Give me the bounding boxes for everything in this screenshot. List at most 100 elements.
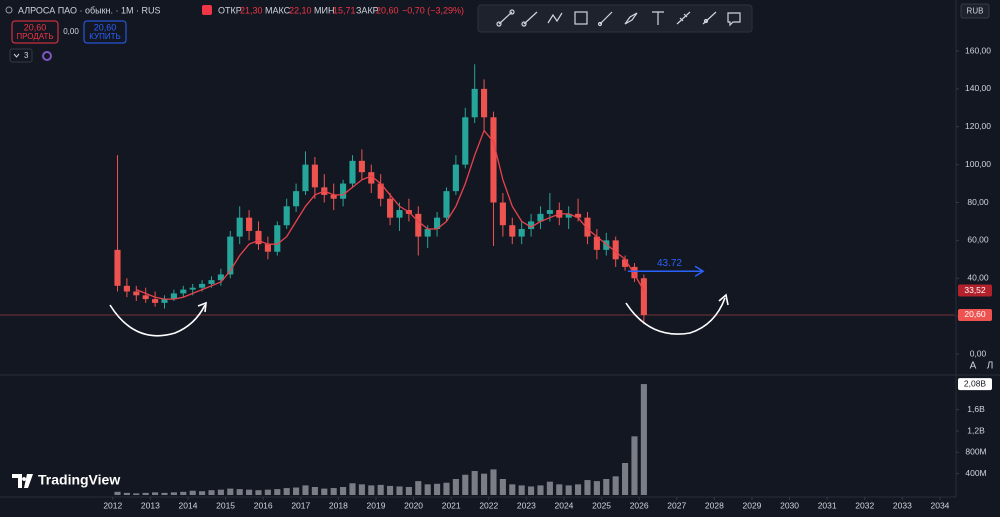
ohlc-value: 21,30 <box>240 5 263 15</box>
tool-trendline[interactable] <box>496 9 515 27</box>
ohlc-label: МАКС <box>265 5 291 15</box>
moving-average <box>136 129 645 300</box>
hand-drawn-arcs <box>109 293 729 337</box>
volume-bar <box>255 490 262 495</box>
volume-bar <box>471 471 478 495</box>
volume-bar <box>236 489 243 495</box>
y-tick-label: 0,00 <box>970 348 987 358</box>
candle-body <box>274 225 281 252</box>
volume-tick-label: 800M <box>965 447 986 457</box>
candle-body <box>340 183 347 199</box>
spread: 0,00 <box>63 27 79 36</box>
volume-bar <box>293 487 300 495</box>
volume-bar <box>340 487 347 495</box>
ohlc-label: МИН <box>314 5 334 15</box>
candle-body <box>565 213 572 218</box>
y-tick-label: 120,00 <box>965 121 991 131</box>
x-tick-label: 2024 <box>555 500 574 510</box>
candle-body <box>264 244 271 252</box>
arc-left <box>109 304 206 337</box>
buy-button[interactable] <box>83 20 127 44</box>
candle-body <box>387 198 394 218</box>
candle-body <box>518 229 525 237</box>
header: АЛРОСА ПАО · обыкн. · 1M · RUS ОТКР 21,3… <box>5 5 464 15</box>
tool-fib[interactable] <box>702 11 717 25</box>
candle-body <box>546 210 553 214</box>
candle-body <box>462 117 469 165</box>
tool-rectangle[interactable] <box>574 11 588 25</box>
candle-body <box>217 274 224 281</box>
volume-bar <box>443 482 450 495</box>
x-tick-label: 2023 <box>517 500 536 510</box>
x-tick-label: 2022 <box>479 500 498 510</box>
candle-body <box>490 117 497 203</box>
candle-body <box>152 299 159 303</box>
candle-body <box>142 295 149 300</box>
x-tick-label: 2028 <box>705 500 724 510</box>
indicators-toggle[interactable] <box>9 48 33 63</box>
volume-bar <box>546 481 553 495</box>
volume-bar <box>396 486 403 495</box>
volume-bar <box>217 489 224 495</box>
candle-body <box>170 293 177 300</box>
volume-bar <box>208 490 215 495</box>
arc-right <box>625 297 726 335</box>
sell-button[interactable] <box>11 20 59 44</box>
candle-body <box>246 217 253 231</box>
volume-bar <box>161 492 168 495</box>
candle-body <box>161 299 168 303</box>
y-tick-label: 160,00 <box>965 45 991 55</box>
arc-right-head <box>718 293 729 306</box>
tool-note[interactable] <box>727 12 741 27</box>
x-tick-label: 2015 <box>216 500 235 510</box>
candle-body <box>509 225 516 237</box>
volume-bar <box>321 488 328 495</box>
candle-body <box>537 213 544 222</box>
brand-logo: TradingView <box>12 472 120 488</box>
y-tick-label: 40,00 <box>967 273 989 283</box>
x-tick-label: 2014 <box>179 500 198 510</box>
candle-body <box>640 278 647 315</box>
volume-bar <box>593 481 600 495</box>
volume-bar <box>180 491 187 495</box>
candle-body <box>349 160 356 184</box>
x-tick-label: 2030 <box>780 500 799 510</box>
trade-buttons: 20,60 ПРОДАТЬ 0,00 20,60 КУПИТЬ 3 <box>9 20 127 63</box>
ma-price-box <box>958 284 992 297</box>
tool-measure[interactable] <box>676 11 691 25</box>
tool-path[interactable] <box>547 12 563 24</box>
chevron-icon <box>13 53 20 58</box>
symbol: АЛРОСА ПАО · обыкн. · 1M · RUS <box>18 5 161 15</box>
candle-body <box>208 280 215 284</box>
scale-button[interactable]: Л <box>987 361 994 372</box>
volume-bar <box>640 384 647 495</box>
currency-box[interactable] <box>960 3 990 19</box>
ma-price-label: 33,52 <box>964 285 986 295</box>
volume-bar <box>462 474 469 495</box>
volume-bar <box>405 487 412 495</box>
x-tick-label: 2025 <box>592 500 611 510</box>
tool-highlighter[interactable] <box>624 12 638 25</box>
x-tick-label: 2018 <box>329 500 348 510</box>
x-tick-label: 2029 <box>743 500 762 510</box>
candle-body <box>452 164 459 192</box>
volume-bar <box>199 491 206 495</box>
tool-ray[interactable] <box>521 11 538 27</box>
scale-button[interactable]: A <box>970 361 977 372</box>
candle-body <box>528 221 535 230</box>
candle-body <box>293 191 300 207</box>
volume-bar <box>311 487 318 495</box>
x-tick-label: 2031 <box>818 500 837 510</box>
volume-bar <box>302 485 309 495</box>
tool-brush[interactable] <box>597 11 613 27</box>
candle-body <box>622 259 629 267</box>
volume-bar <box>499 479 506 495</box>
x-tick-label: 2034 <box>930 500 949 510</box>
volume-bar <box>368 485 375 495</box>
candle-body <box>133 291 140 296</box>
tool-text[interactable] <box>652 11 664 25</box>
y-tick-label: 60,00 <box>967 235 989 245</box>
ohlc-value: 15,71 <box>333 5 356 15</box>
